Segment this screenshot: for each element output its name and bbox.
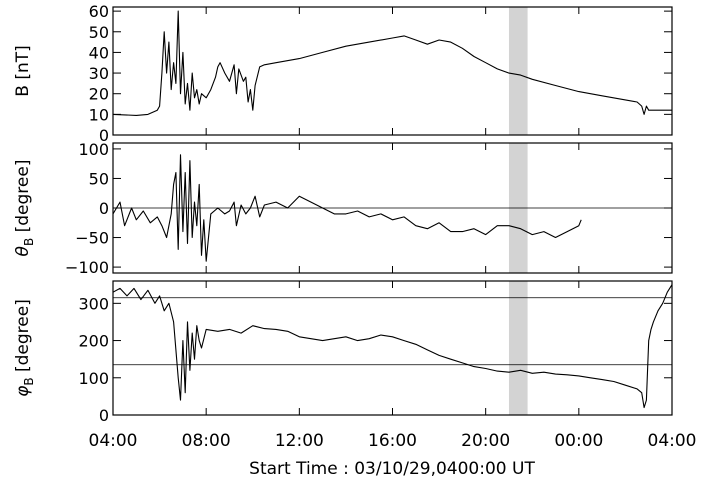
- y-tick-label: 100: [78, 369, 109, 388]
- y-tick-label: 200: [78, 332, 109, 351]
- x-tick-label: 04:00: [89, 431, 138, 451]
- y-axis-symbol: θ: [13, 245, 33, 256]
- y-axis-label-theta: θB [degree]: [13, 160, 36, 257]
- series-line-theta: [112, 154, 582, 262]
- y-tick-label: 40: [89, 43, 109, 62]
- y-axis-label-phi: φB [degree]: [13, 299, 36, 397]
- y-tick-label: 60: [89, 2, 109, 21]
- y-axis-unit: [degree]: [13, 160, 33, 238]
- y-axis-label-B: B [nT]: [13, 45, 33, 97]
- y-tick-label: 50: [89, 23, 109, 42]
- x-tick-label: 12:00: [275, 431, 324, 451]
- x-tick-label: 08:00: [182, 431, 231, 451]
- panel-theta: 100 50 0 −50 −100 θB [degree]: [13, 140, 673, 277]
- shaded-interval: [508, 281, 528, 415]
- y-tick-label: 0: [99, 199, 109, 218]
- x-tick-label: 04:00: [648, 431, 697, 451]
- y-tick-label: −100: [65, 258, 109, 277]
- y-axis-subscript: B: [22, 377, 36, 385]
- y-tick-label: 100: [78, 140, 109, 159]
- y-axis-unit: [degree]: [13, 299, 33, 377]
- y-tick-label: 0: [99, 126, 109, 145]
- y-tick-label: 10: [89, 105, 109, 124]
- panel-phi: 300 200 100 0 φB [degree]: [13, 280, 673, 425]
- y-tick-label: 0: [99, 406, 109, 425]
- y-tick-label: 30: [89, 64, 109, 83]
- x-tick-label: 00:00: [554, 431, 603, 451]
- y-tick-label: 20: [89, 85, 109, 104]
- x-tick-label: 20:00: [461, 431, 510, 451]
- panel-frame: [112, 6, 673, 136]
- y-axis-subscript: B: [22, 238, 36, 246]
- x-axis-ticklabels: 04:00 08:00 12:00 16:00 20:00 00:00 04:00: [89, 431, 697, 451]
- series-line-phi: [112, 284, 673, 409]
- x-tick-label: 16:00: [368, 431, 417, 451]
- series-line-B: [112, 10, 672, 116]
- x-axis-label: Start Time : 03/10/29,0400:00 UT: [249, 459, 535, 479]
- shaded-interval: [508, 7, 528, 135]
- panel-frame: [112, 280, 673, 416]
- y-tick-label: −50: [75, 229, 109, 248]
- y-tick-label: 50: [89, 169, 109, 188]
- y-tick-label: 300: [78, 294, 109, 313]
- y-axis-symbol: φ: [13, 385, 33, 397]
